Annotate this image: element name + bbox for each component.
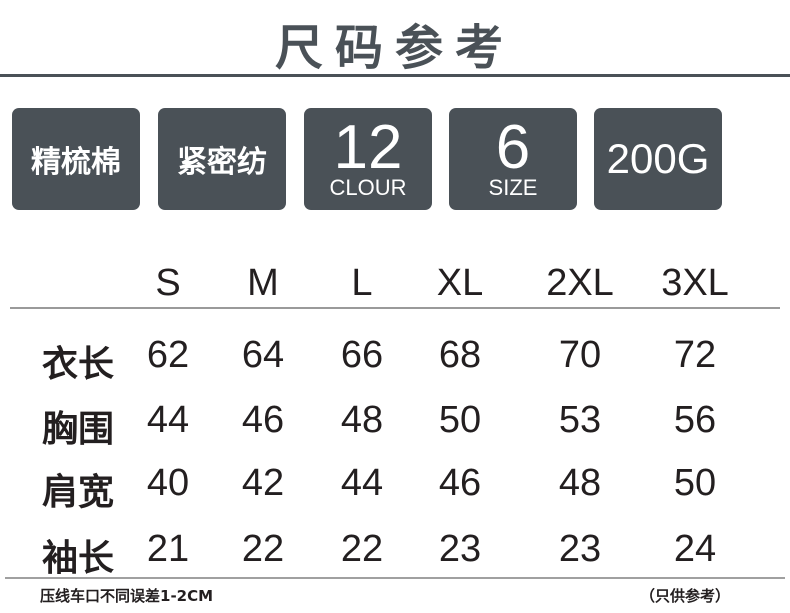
table-cell: 64 (241, 334, 285, 376)
row-label: 袖长 (41, 538, 114, 579)
table-cell: 66 (340, 334, 384, 376)
page-title: 尺码参考 (274, 20, 515, 76)
badge-value: 12 (333, 113, 403, 182)
table-cell: 44 (340, 462, 384, 504)
table-cell: 23 (558, 528, 602, 570)
table-cell: 70 (558, 334, 602, 376)
badge-label: CLOUR (329, 175, 407, 200)
table-cell: 56 (673, 399, 717, 441)
row-label: 胸围 (41, 409, 114, 450)
table-cell: 46 (241, 399, 285, 441)
table-cell: 62 (146, 334, 190, 376)
table-cell: 40 (146, 462, 190, 504)
table-cell: 48 (340, 399, 384, 441)
badge-label: 精梳棉 (31, 145, 121, 180)
table-cell: 44 (146, 399, 190, 441)
table-cell: 72 (673, 334, 717, 376)
column-header: 3XL (661, 262, 729, 304)
badge-label: 紧密纺 (177, 145, 267, 180)
table-cell: 50 (438, 399, 482, 441)
table-cell: 22 (340, 528, 384, 570)
badge-combed-cotton: 精梳棉 (12, 108, 140, 210)
table-cell: 21 (146, 528, 190, 570)
table-cell: 68 (438, 334, 482, 376)
badge-label: SIZE (488, 175, 538, 200)
table-cell: 48 (558, 462, 602, 504)
table-cell: 24 (673, 528, 717, 570)
badge-value: 200G (606, 135, 710, 182)
badge-colours: 12 CLOUR (304, 108, 432, 210)
row-label: 肩宽 (41, 472, 114, 513)
header-divider (10, 307, 780, 309)
table-cell: 46 (438, 462, 482, 504)
footer-note: 压线车口不同误差1-2CM (40, 587, 214, 605)
footer-divider (5, 577, 785, 579)
table-cell: 22 (241, 528, 285, 570)
title-divider (0, 74, 790, 77)
footer-disclaimer: （只供参考） (640, 587, 731, 605)
row-label: 衣长 (41, 344, 114, 385)
column-header: L (351, 262, 373, 304)
table-cell: 50 (673, 462, 717, 504)
badge-value: 6 (495, 113, 531, 182)
badge-weight: 200G (594, 108, 722, 210)
column-header: M (247, 262, 279, 304)
column-header: XL (436, 262, 484, 304)
table-cell: 42 (241, 462, 285, 504)
table-cell: 23 (438, 528, 482, 570)
table-cell: 53 (558, 399, 602, 441)
column-header: S (155, 262, 181, 304)
column-header: 2XL (546, 262, 614, 304)
badge-sizes: 6 SIZE (449, 108, 577, 210)
badge-compact-spinning: 紧密纺 (158, 108, 286, 210)
